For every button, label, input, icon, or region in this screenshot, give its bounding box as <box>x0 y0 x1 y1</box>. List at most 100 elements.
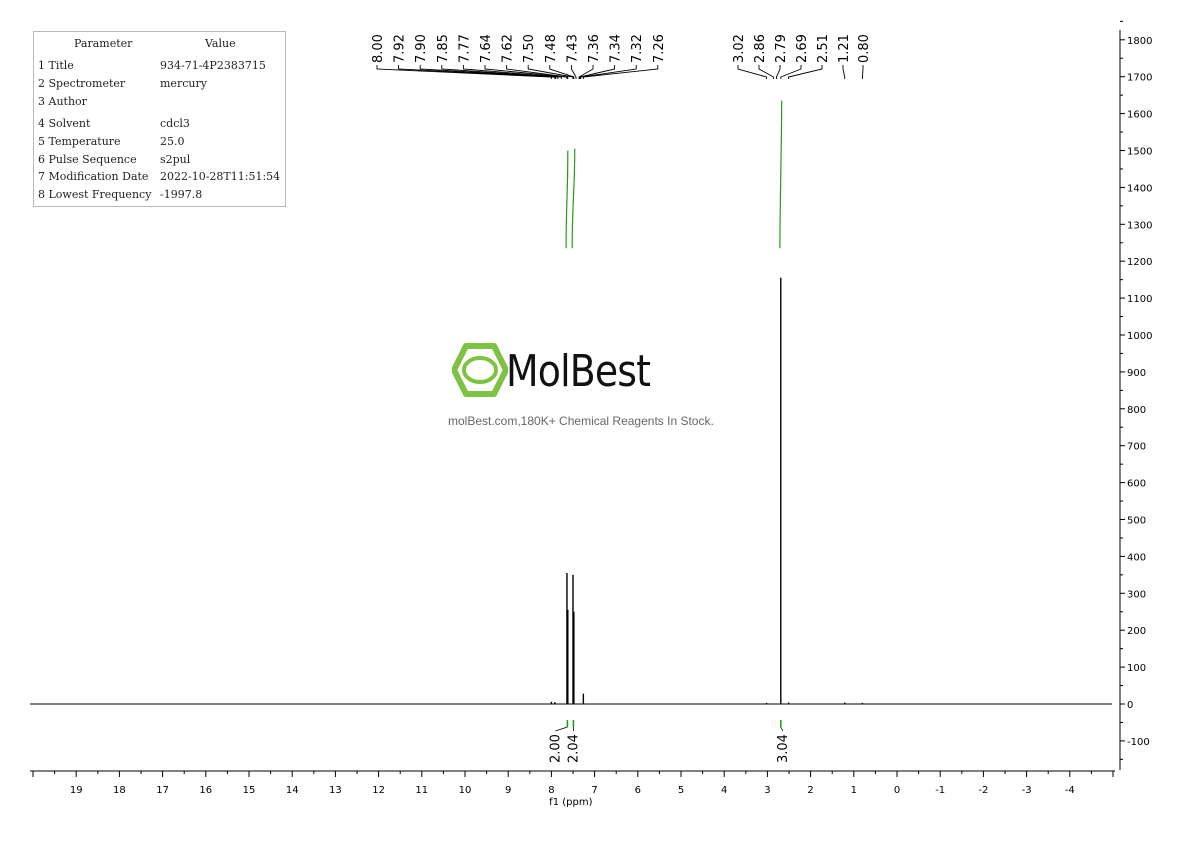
param-key: 7 Modification Date <box>38 170 149 183</box>
y-tick-label: 1400 <box>1127 183 1152 194</box>
watermark: MolBest molBest.com,180K+ Chemical Reage… <box>448 340 748 440</box>
y-tick-label: 1200 <box>1127 257 1152 268</box>
y-tick-label: 700 <box>1127 442 1146 453</box>
param-key: 3 Author <box>38 95 87 108</box>
y-tick-label: 1800 <box>1127 36 1152 47</box>
x-tick-label: 3 <box>764 785 770 796</box>
peak-leader-line <box>419 65 557 79</box>
peak-label: 7.85 <box>436 34 451 63</box>
param-row: 6 Pulse Sequence s2pul <box>34 153 285 167</box>
peak-label: 2.69 <box>795 34 810 63</box>
peak-leader-line <box>462 65 562 79</box>
peak-leader-line <box>578 65 594 79</box>
y-tick-label: 300 <box>1127 589 1146 600</box>
peak-label: 7.48 <box>544 34 559 63</box>
x-tick-label: 2 <box>807 785 813 796</box>
y-tick-label: 400 <box>1127 552 1146 563</box>
y-tick-label: -100 <box>1127 737 1150 748</box>
param-key: 6 Pulse Sequence <box>38 153 137 166</box>
param-key: 1 Title <box>38 59 74 72</box>
x-tick-label: 11 <box>415 785 428 796</box>
integral-labels: 2.00 2.04 3.04 <box>548 720 791 763</box>
peak-label: 7.32 <box>630 34 645 63</box>
peak-label: 7.26 <box>652 34 667 63</box>
x-tick-label: 13 <box>329 785 342 796</box>
peak-leader-line <box>506 65 569 79</box>
param-header-value: Value <box>205 37 236 50</box>
param-key: 5 Temperature <box>38 135 121 148</box>
x-tick-label: 14 <box>286 785 299 796</box>
peak-leader-line <box>398 65 556 79</box>
peak-label: 7.43 <box>565 34 580 63</box>
param-key: 2 Spectrometer <box>38 77 126 90</box>
peak-leader-line <box>441 65 559 79</box>
integral-label: 3.04 <box>776 734 791 763</box>
integral-curves <box>565 100 783 249</box>
x-tick-label: 6 <box>635 785 641 796</box>
param-value: cdcl3 <box>160 117 190 130</box>
peak-leader-line <box>549 65 575 79</box>
x-tick-label: 5 <box>678 785 684 796</box>
x-tick-label: -1 <box>935 785 945 796</box>
param-value: 934-71-4P2383715 <box>160 59 266 72</box>
param-value: 25.0 <box>160 135 185 148</box>
peak-label: 2.86 <box>753 34 768 63</box>
x-tick-label: 0 <box>894 785 900 796</box>
peak-leader-line <box>842 65 846 79</box>
integral-label: 2.04 <box>566 734 581 763</box>
peak-label: 7.36 <box>587 34 602 63</box>
x-tick-label: 19 <box>70 785 83 796</box>
peak-leader-line <box>861 65 864 79</box>
param-row: 3 Author <box>34 95 285 109</box>
y-tick-label: 1500 <box>1127 147 1152 158</box>
peak-label: 7.77 <box>457 34 472 63</box>
x-tick-label: 10 <box>459 785 472 796</box>
param-row: 5 Temperature 25.0 <box>34 135 285 149</box>
y-tick-label: 1100 <box>1127 294 1152 305</box>
peak-leader-line <box>580 65 637 79</box>
param-header-key: Parameter <box>74 37 133 50</box>
peak-leader-line <box>758 65 774 79</box>
peak-label: 2.79 <box>774 34 789 63</box>
param-value: -1997.8 <box>160 188 203 201</box>
peak-label: 7.62 <box>501 34 516 63</box>
peak-label: 7.50 <box>522 34 537 63</box>
param-row: 4 Solvent cdcl3 <box>34 117 285 131</box>
x-tick-label: 9 <box>505 785 511 796</box>
x-tick-label: 12 <box>372 785 385 796</box>
x-tick-label: 4 <box>721 785 727 796</box>
param-value: 2022-10-28T11:51:54 <box>160 170 281 183</box>
x-axis: 19 18 17 16 15 14 13 12 11 10 9 8 7 6 5 4 3 2 1 0 -1 -2 -3 -4f1… <box>30 770 1115 808</box>
peak-leader-line <box>780 65 802 79</box>
peak-label: 0.80 <box>857 34 872 63</box>
peak-label: 7.64 <box>479 34 494 63</box>
x-tick-label: 15 <box>243 785 256 796</box>
peak-leader-line <box>582 65 659 79</box>
param-row: 2 Spectrometer mercury <box>34 77 285 91</box>
y-tick-label: 1600 <box>1127 110 1152 121</box>
peak-label: 1.21 <box>837 34 852 63</box>
y-tick-label: 100 <box>1127 663 1146 674</box>
x-tick-label: 1 <box>851 785 857 796</box>
peak-label: 2.51 <box>816 34 831 63</box>
param-row: 7 Modification Date 2022-10-28T11:51:54 <box>34 170 285 184</box>
y-axis: 1800170016001500140013001200110010009008… <box>1119 20 1152 770</box>
param-key: 4 Solvent <box>38 117 91 130</box>
x-tick-label: 18 <box>113 785 126 796</box>
integral-curve <box>565 150 569 249</box>
peak-leader-line <box>776 65 781 79</box>
peak-leader-line <box>376 65 552 79</box>
parameter-table: Parameter Value 1 Title 934-71-4P2383715… <box>33 31 286 207</box>
y-tick-label: 200 <box>1127 626 1146 637</box>
y-tick-label: 500 <box>1127 516 1146 527</box>
x-tick-label: 17 <box>156 785 169 796</box>
peak-label: 8.00 <box>371 34 386 63</box>
x-tick-label: -2 <box>978 785 988 796</box>
peak-labels: 8.00 7.92 7.90 7.85 7.77 7.64 7.62 7.50 7.48 7.43… <box>371 34 872 79</box>
x-axis-label: f1 (ppm) <box>549 797 592 808</box>
param-key: 8 Lowest Frequency <box>38 188 152 201</box>
integral-leader-line <box>555 726 568 732</box>
peak-label: 7.34 <box>609 34 624 63</box>
x-tick-label: 8 <box>548 785 554 796</box>
peak-leader-line <box>484 65 568 79</box>
